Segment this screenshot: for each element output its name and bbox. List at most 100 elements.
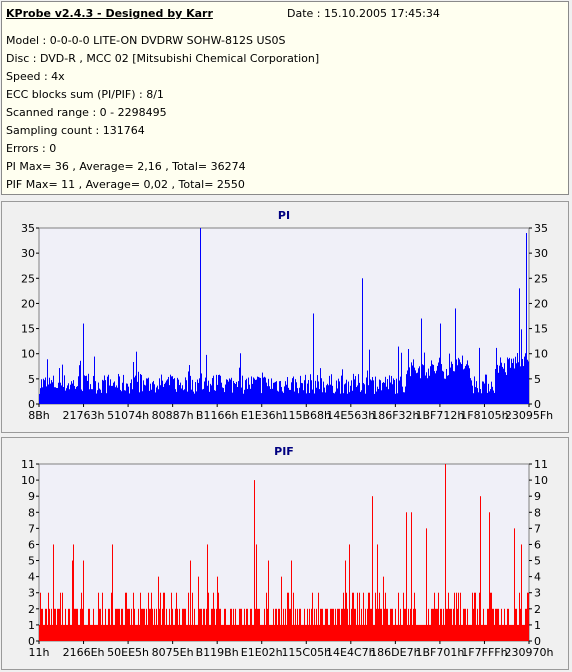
bar bbox=[99, 388, 100, 404]
bar bbox=[384, 608, 385, 641]
bar bbox=[178, 379, 179, 404]
bar bbox=[214, 608, 215, 641]
y-tick-label-left: 5 bbox=[28, 373, 35, 386]
bar bbox=[527, 592, 528, 641]
bar bbox=[164, 592, 165, 641]
bar bbox=[151, 592, 152, 641]
bar bbox=[476, 381, 477, 404]
bar bbox=[448, 592, 449, 641]
bar bbox=[209, 391, 210, 404]
bar bbox=[267, 386, 268, 404]
bar bbox=[124, 624, 125, 641]
bar bbox=[491, 381, 492, 404]
bar bbox=[516, 608, 517, 641]
bar bbox=[75, 608, 76, 641]
bar bbox=[183, 390, 184, 404]
bar bbox=[196, 624, 197, 641]
bar bbox=[298, 624, 299, 641]
bar bbox=[514, 368, 515, 404]
bar bbox=[88, 373, 89, 404]
bar bbox=[317, 624, 318, 641]
y-tick-label-right: 0 bbox=[534, 635, 541, 648]
bar bbox=[492, 608, 493, 641]
bar bbox=[343, 393, 344, 404]
bar bbox=[428, 608, 429, 641]
bar bbox=[469, 368, 470, 404]
bar bbox=[344, 608, 345, 641]
bar bbox=[524, 624, 525, 641]
bar bbox=[493, 390, 494, 404]
bar bbox=[338, 378, 339, 404]
bar bbox=[432, 364, 433, 404]
bar bbox=[213, 375, 214, 404]
bar bbox=[349, 544, 350, 641]
bar bbox=[320, 608, 321, 641]
bar bbox=[152, 382, 153, 404]
bar bbox=[149, 390, 150, 404]
bar bbox=[170, 374, 171, 404]
bar bbox=[83, 560, 84, 641]
bar bbox=[182, 608, 183, 641]
bar bbox=[350, 624, 351, 641]
bar bbox=[102, 379, 103, 404]
bar bbox=[482, 381, 483, 404]
bar bbox=[120, 624, 121, 641]
bar bbox=[126, 383, 127, 404]
bar bbox=[341, 608, 342, 641]
bar bbox=[525, 353, 526, 404]
bar bbox=[405, 608, 406, 641]
bar bbox=[364, 624, 365, 641]
bar bbox=[508, 359, 509, 404]
bar bbox=[441, 364, 442, 404]
bar bbox=[481, 624, 482, 641]
bar bbox=[208, 592, 209, 641]
bar bbox=[258, 376, 259, 404]
bar bbox=[264, 608, 265, 641]
bar bbox=[66, 388, 67, 404]
bar bbox=[229, 624, 230, 641]
bar bbox=[313, 624, 314, 641]
bar bbox=[292, 624, 293, 641]
bar bbox=[156, 608, 157, 641]
bar bbox=[337, 388, 338, 404]
bar bbox=[253, 624, 254, 641]
bar bbox=[94, 624, 95, 641]
plot-area bbox=[38, 227, 530, 405]
bar bbox=[146, 608, 147, 641]
bar bbox=[498, 372, 499, 404]
bar bbox=[204, 608, 205, 641]
bar-series bbox=[39, 228, 529, 404]
bar bbox=[75, 388, 76, 404]
bar bbox=[520, 608, 521, 641]
bar bbox=[265, 377, 266, 404]
bar bbox=[121, 391, 122, 404]
bar bbox=[252, 624, 253, 641]
bar bbox=[387, 608, 388, 641]
bar bbox=[243, 624, 244, 641]
bar bbox=[501, 362, 502, 404]
y-tick-label-right: 9 bbox=[534, 490, 541, 503]
bar bbox=[205, 624, 206, 641]
bar bbox=[465, 608, 466, 641]
bar bbox=[238, 381, 239, 404]
bar bbox=[425, 375, 426, 404]
y-tick-label-right: 5 bbox=[534, 555, 541, 568]
bar bbox=[254, 378, 255, 404]
bar bbox=[394, 380, 395, 404]
bar bbox=[106, 624, 107, 641]
bar bbox=[191, 624, 192, 641]
bar bbox=[347, 393, 348, 404]
bar bbox=[90, 384, 91, 404]
bar bbox=[128, 386, 129, 404]
bar bbox=[222, 387, 223, 404]
bar bbox=[427, 378, 428, 404]
bar bbox=[266, 382, 267, 404]
bar bbox=[281, 576, 282, 641]
bar bbox=[381, 390, 382, 404]
bar bbox=[485, 624, 486, 641]
bar bbox=[520, 366, 521, 404]
bar bbox=[244, 608, 245, 641]
bar bbox=[426, 372, 427, 404]
bar bbox=[157, 385, 158, 404]
bar bbox=[450, 367, 451, 404]
